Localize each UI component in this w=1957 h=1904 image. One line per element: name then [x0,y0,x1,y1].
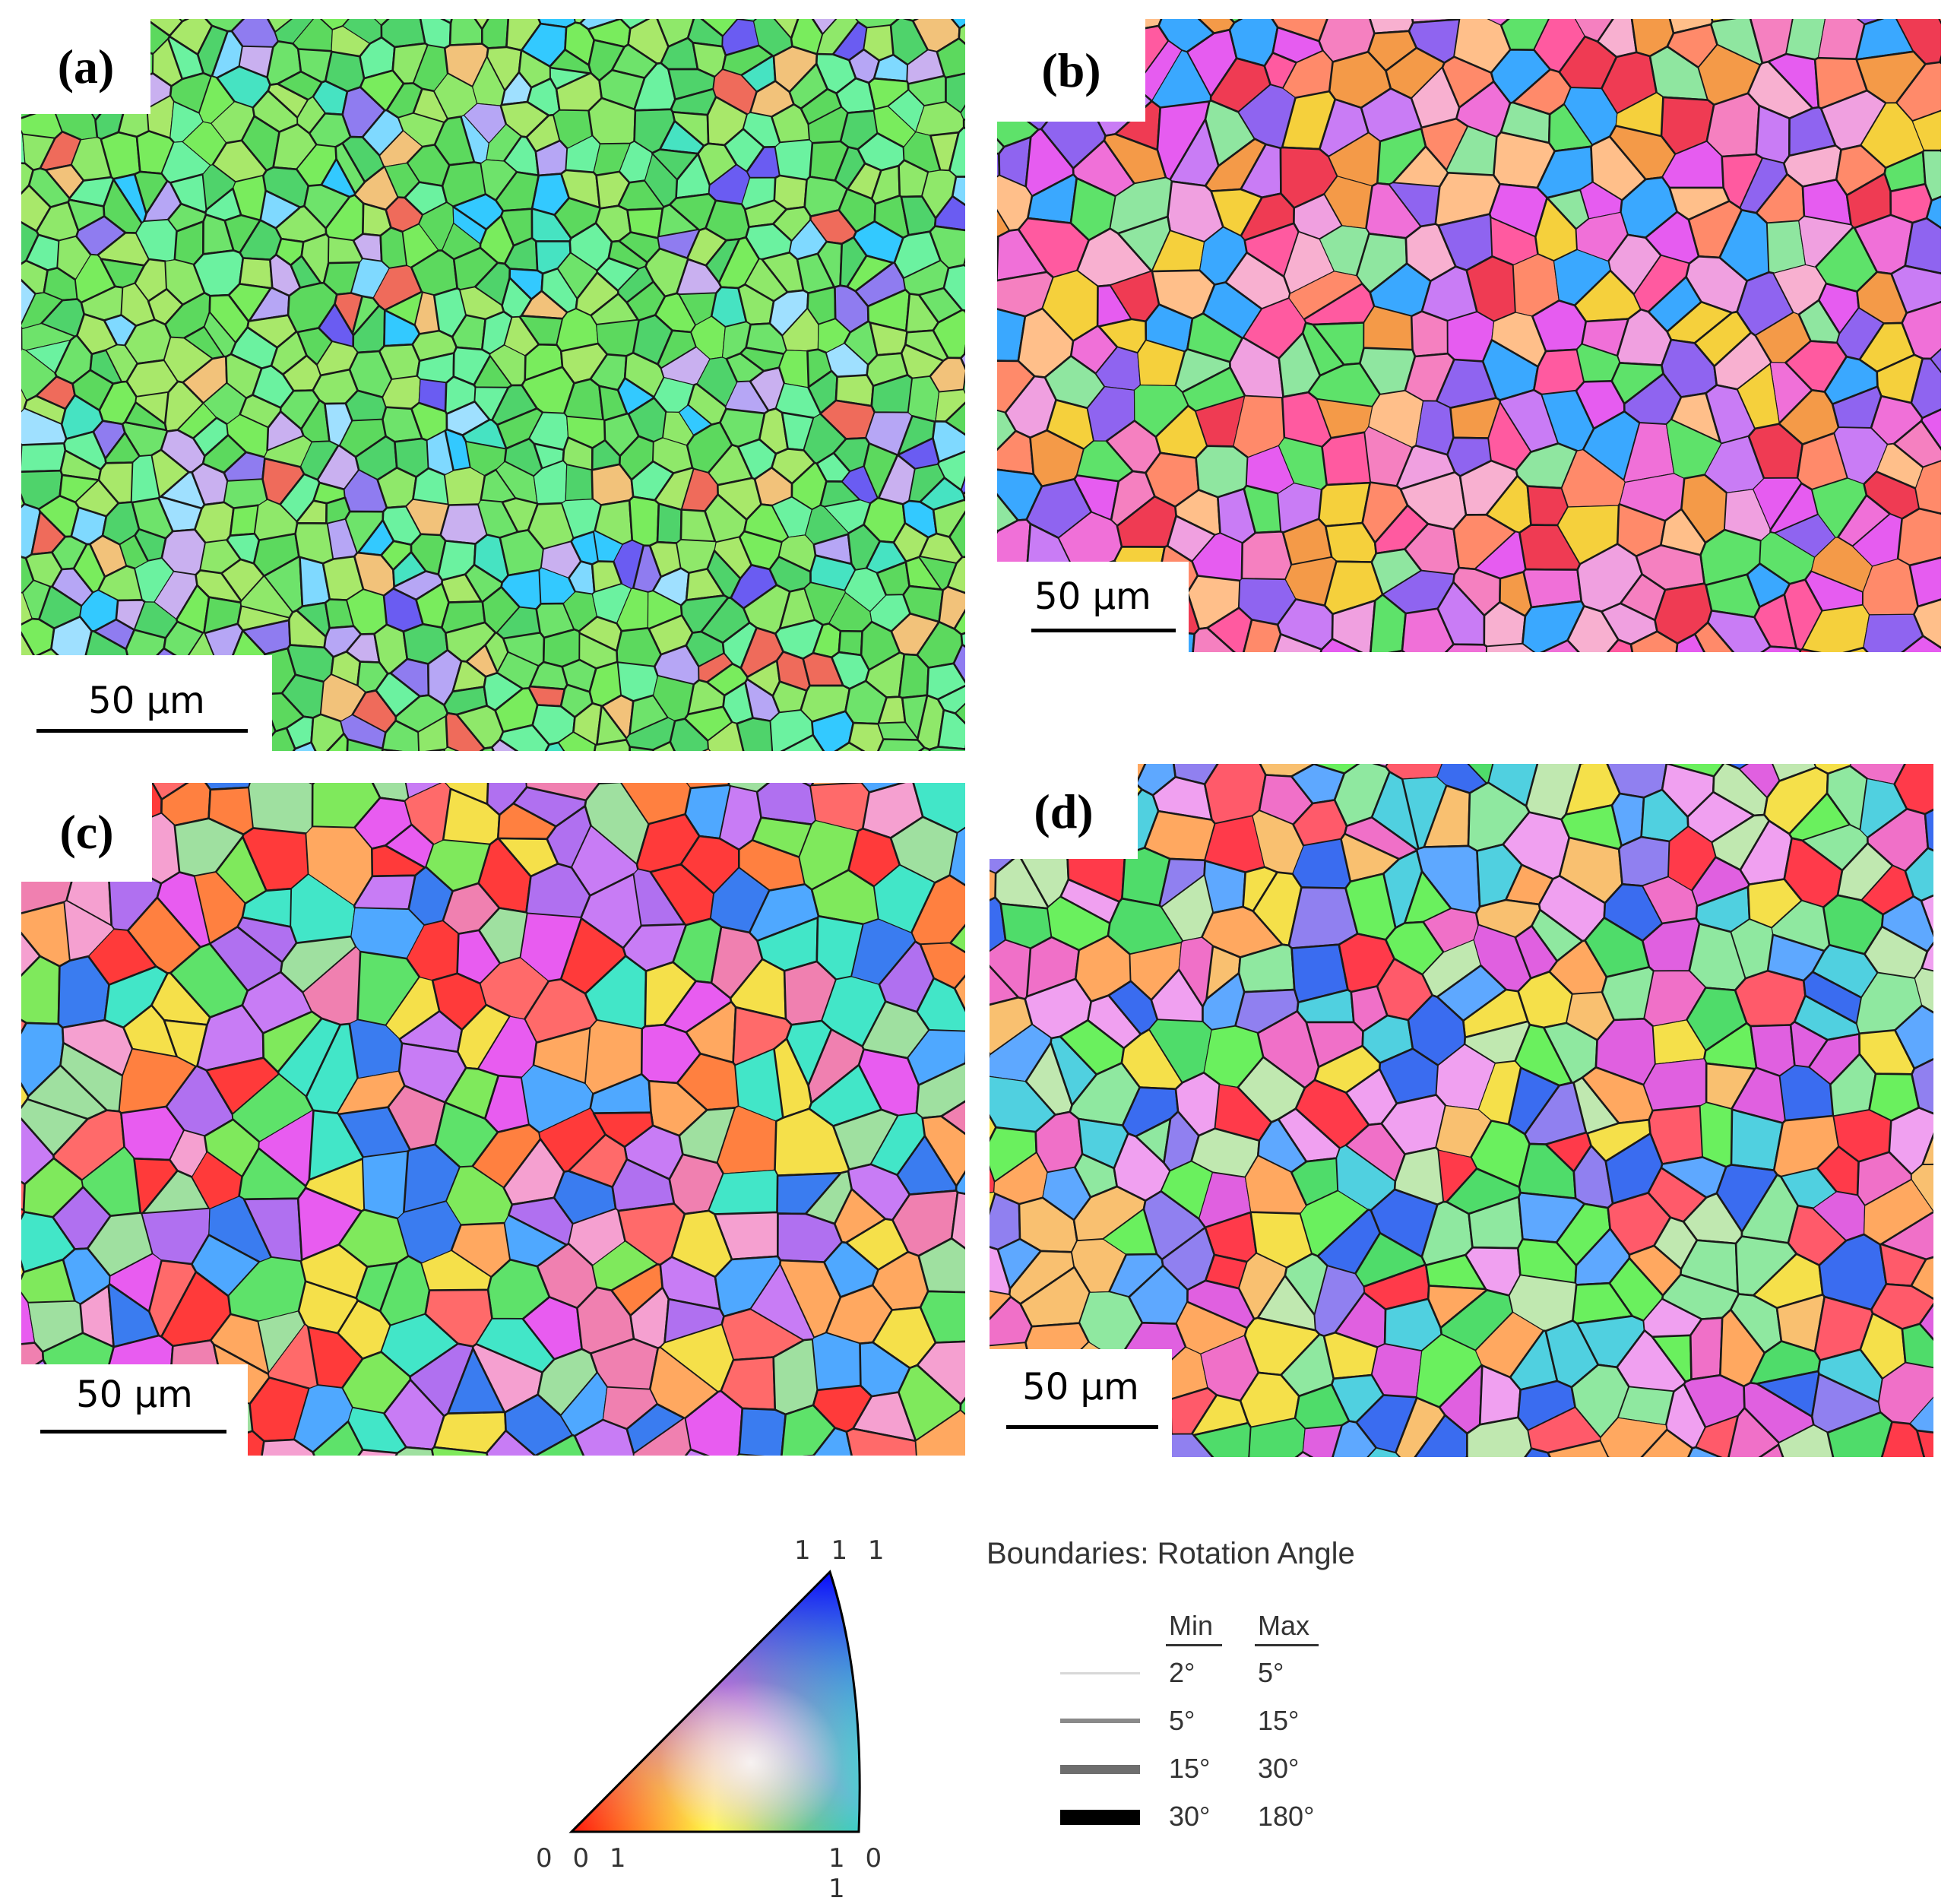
scale-bar-a: 50 µm [21,655,272,751]
legend-row-1: 2° 5° [1060,1657,1364,1695]
grain [445,467,485,505]
grain [450,19,482,46]
legend-max-header-text: Max [1258,1610,1309,1641]
panel-label-d: (d) [990,764,1138,859]
grain-map-a [21,19,965,751]
grain [737,718,773,751]
legend-row-2: 5° 15° [1060,1705,1364,1743]
legend-title: Boundaries: Rotation Angle [986,1537,1355,1571]
legend-row-4-min: 30° [1169,1801,1210,1833]
ipf-triangle [562,1528,904,1877]
grain [565,465,593,501]
panel-label-a: (a) [21,19,150,114]
grain [875,740,924,752]
ipf-label-101: 1 0 1 [828,1843,904,1904]
grains [21,783,965,1456]
ipf-color-key: 0 0 1 1 0 1 1 1 1 [562,1528,904,1877]
grain [230,505,258,536]
grain [482,19,508,48]
boundary-line-swatch-3 [1060,1765,1140,1774]
legend-row-4: 30° 180° [1060,1801,1364,1839]
boundary-line-swatch-4 [1060,1810,1140,1825]
grain [1898,508,1941,565]
scale-bar-c: 50 µm [21,1364,248,1456]
scale-bar-text-c: 50 µm [21,1373,248,1416]
grain [363,1152,408,1218]
ipf-label-111: 1 1 1 [794,1535,891,1566]
grain [812,1333,860,1390]
scale-bar-line-a [36,729,248,733]
legend-max-header: Max [1258,1610,1309,1642]
grain-map-c [21,783,965,1456]
ebsd-map-d: (d) 50 µm [990,764,1933,1457]
legend-row-2-min: 5° [1169,1705,1195,1737]
scale-bar-text-a: 50 µm [21,680,272,722]
ebsd-map-b: (b) 50 µm [997,19,1941,652]
scale-bar-line-c [40,1430,226,1434]
grain [1690,1318,1722,1380]
legend-min-underline [1166,1644,1222,1646]
legend-row-4-max: 180° [1258,1801,1314,1833]
scale-bar-text-b: 50 µm [997,575,1189,618]
grain [839,631,863,655]
legend-row-1-max: 5° [1258,1657,1284,1689]
legend-row-2-max: 15° [1258,1705,1299,1737]
grain [739,1408,786,1456]
panel-label-c: (c) [21,783,152,882]
legend-min-header-text: Min [1169,1610,1213,1641]
scale-bar-line-b [1031,629,1176,632]
legend-row-3-max: 30° [1258,1753,1299,1785]
legend-row-1-min: 2° [1169,1657,1195,1689]
scale-bar-b: 50 µm [997,562,1189,652]
grain [629,497,659,546]
ebsd-map-c: (c) 50 µm [21,783,965,1456]
grain [21,443,65,472]
grain [1735,971,1805,1026]
boundary-line-swatch-1 [1060,1672,1140,1674]
grain [1619,837,1670,885]
panel-label-b: (b) [997,19,1145,122]
grain [775,140,812,180]
grain [1322,432,1371,485]
legend-row-3-min: 15° [1169,1753,1210,1785]
legend-row-3: 15° 30° [1060,1753,1364,1791]
ebsd-map-a: (a) 50 µm [21,19,965,751]
grain [657,504,682,543]
legend-min-header: Min [1169,1610,1213,1642]
scale-bar-line-d [1006,1425,1158,1429]
grains [21,19,965,751]
grain [249,783,312,834]
scale-bar-d: 50 µm [990,1349,1172,1457]
grain [1411,312,1448,356]
ipf-label-001: 0 0 1 [536,1843,632,1874]
boundary-line-swatch-2 [1060,1719,1140,1723]
legend-max-underline [1255,1644,1319,1646]
scale-bar-text-d: 50 µm [990,1366,1172,1408]
